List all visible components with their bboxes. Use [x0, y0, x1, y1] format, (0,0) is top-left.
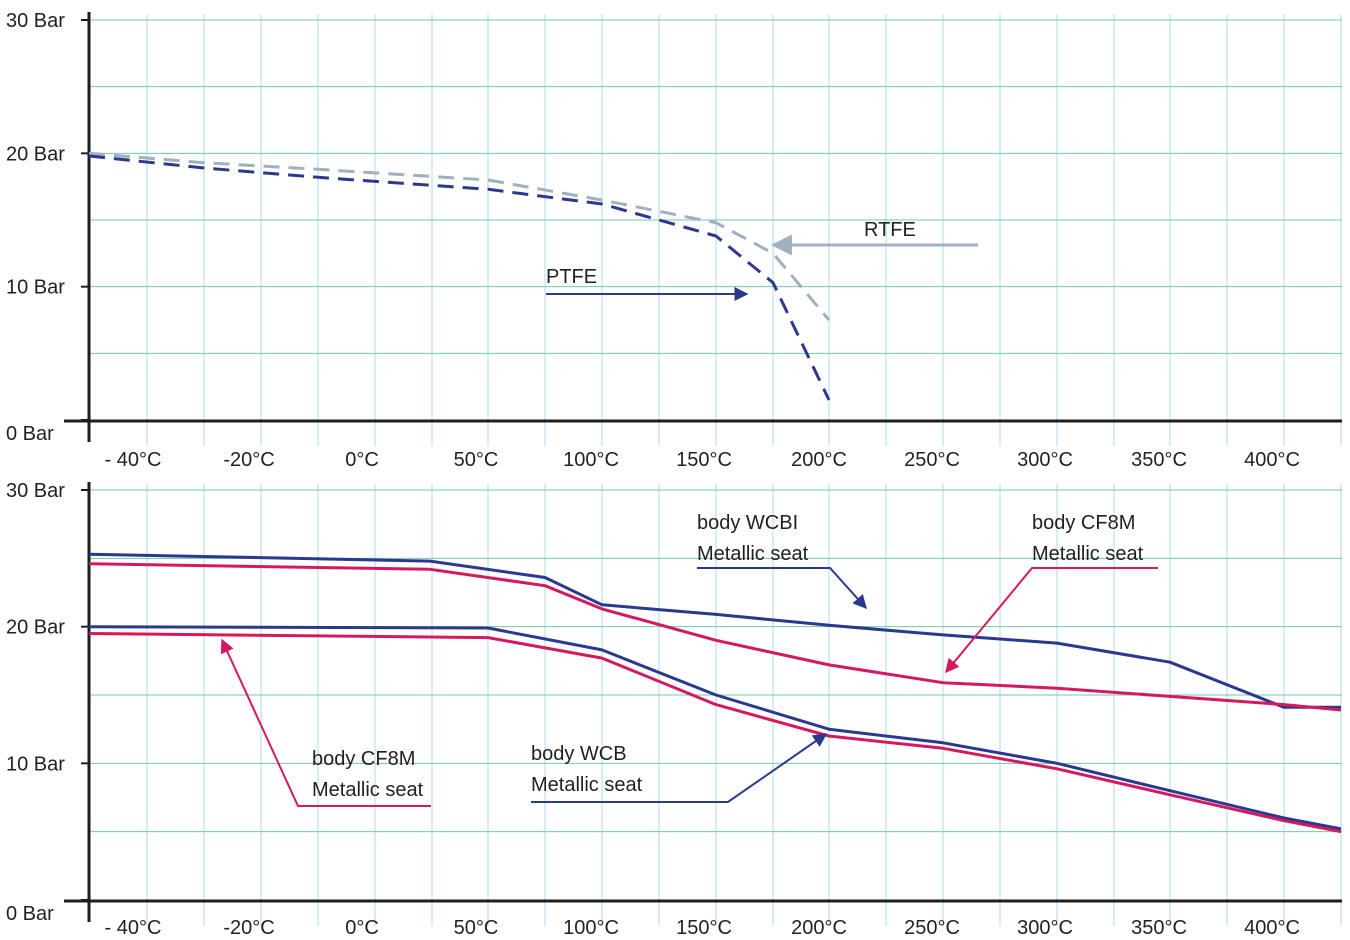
series-line — [88, 552, 1341, 709]
wcbi-label-line1: body WCBI — [697, 512, 798, 534]
y-tick-label: 10 Bar — [6, 753, 65, 775]
wcbi-label-line2: Metallic seat — [697, 543, 809, 565]
x-tick-label: 0°C — [345, 917, 379, 939]
cf8m-top-label-line1: body CF8M — [1032, 512, 1135, 534]
top-chart-grid — [89, 14, 1342, 446]
x-tick-label: - 40°C — [105, 449, 162, 471]
series-line — [88, 625, 1342, 831]
series-line — [88, 632, 1342, 834]
top-chart-tick-labels: 30 Bar 20 Bar 10 Bar 0 Bar - 40°C -20°C 0°C 50°… — [6, 10, 1300, 471]
x-tick-label: 350°C — [1131, 449, 1187, 471]
series-line — [88, 154, 831, 401]
cf8m-bottom-label-line2: Metallic seat — [312, 779, 424, 801]
cf8m-top-label-line2: Metallic seat — [1032, 543, 1144, 565]
x-tick-label: 50°C — [454, 449, 499, 471]
bottom-chart-series — [88, 552, 1342, 834]
wcb-label-line1: body WCB — [531, 743, 627, 765]
y-tick-label: 0 Bar — [6, 423, 54, 445]
rtfe-label: RTFE — [864, 219, 916, 241]
top-chart-annotations: RTFE PTFE — [546, 219, 978, 301]
x-tick-label: 50°C — [454, 917, 499, 939]
x-tick-label: - 40°C — [105, 917, 162, 939]
series-line — [88, 151, 831, 321]
x-tick-label: 250°C — [904, 449, 960, 471]
x-tick-label: 150°C — [676, 917, 732, 939]
y-tick-label: 10 Bar — [6, 277, 65, 299]
cf8m-bottom-label-line1: body CF8M — [312, 748, 415, 770]
ptfe-label: PTFE — [546, 266, 597, 288]
x-tick-label: 400°C — [1244, 449, 1300, 471]
bottom-chart-grid — [89, 484, 1342, 926]
y-tick-label: 30 Bar — [6, 480, 65, 502]
x-tick-label: -20°C — [223, 449, 274, 471]
y-tick-label: 20 Bar — [6, 617, 65, 639]
x-tick-label: 350°C — [1131, 917, 1187, 939]
wcb-label-line2: Metallic seat — [531, 774, 643, 796]
top-chart-panel: RTFE PTFE 30 Bar 20 Bar 10 Bar 0 Bar - 40°C -2… — [6, 10, 1342, 471]
x-tick-label: 300°C — [1017, 917, 1073, 939]
y-tick-label: 30 Bar — [6, 10, 65, 32]
x-tick-label: 150°C — [676, 449, 732, 471]
y-tick-label: 20 Bar — [6, 143, 65, 165]
x-tick-label: 200°C — [791, 917, 847, 939]
x-tick-label: 100°C — [563, 917, 619, 939]
wcb-leader-arrow — [531, 733, 828, 803]
bottom-chart-tick-labels: 30 Bar 20 Bar 10 Bar 0 Bar - 40°C -20°C 0°C 50°… — [6, 480, 1300, 939]
cf8m-top-leader-arrow — [945, 567, 1158, 674]
x-tick-label: 250°C — [904, 917, 960, 939]
series-line — [88, 562, 1342, 712]
top-chart-axes — [64, 12, 1342, 442]
cf8m-bottom-leader-arrow — [220, 638, 431, 807]
x-tick-label: -20°C — [223, 917, 274, 939]
bottom-chart-annotations: body WCBI Metallic seat body CF8M Metallic … — [220, 512, 1158, 807]
bottom-chart-panel: body WCBI Metallic seat body CF8M Metallic … — [6, 480, 1342, 939]
wcbi-leader-arrow — [697, 567, 867, 610]
x-tick-label: 400°C — [1244, 917, 1300, 939]
x-tick-label: 200°C — [791, 449, 847, 471]
x-tick-label: 0°C — [345, 449, 379, 471]
top-chart-series — [88, 151, 831, 401]
x-tick-label: 300°C — [1017, 449, 1073, 471]
x-tick-label: 100°C — [563, 449, 619, 471]
y-tick-label: 0 Bar — [6, 903, 54, 925]
